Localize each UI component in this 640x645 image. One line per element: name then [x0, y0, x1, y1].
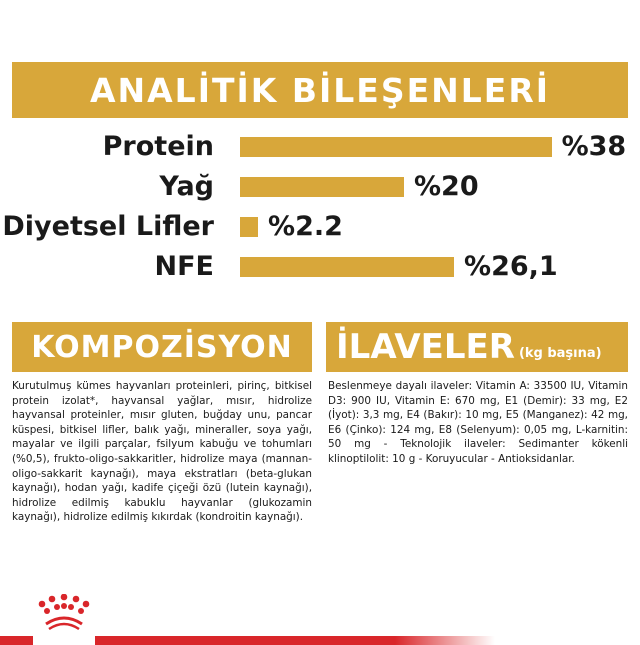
- analytics-label: Diyetsel Lifler: [2, 211, 214, 242]
- red-line-right: [95, 636, 495, 645]
- additives-heading: İLAVELER: [336, 327, 515, 367]
- composition-heading: KOMPOZİSYON: [12, 322, 312, 372]
- royal-canin-crown-icon: [38, 594, 90, 631]
- analytics-row-nfe: NFE %26,1: [0, 250, 640, 284]
- composition-text: Kurutulmuş kümes hayvanları proteinleri,…: [12, 380, 312, 524]
- additives-text: Beslenmeye dayalı ilaveler: Vitamin A: 3…: [328, 380, 628, 465]
- analytics-bar: [240, 257, 455, 277]
- analytics-row-fat: Yağ %20: [0, 170, 640, 204]
- analytics-value: %26,1: [464, 251, 558, 282]
- analytics-bar: [240, 177, 404, 197]
- analytics-label: NFE: [154, 251, 214, 282]
- analytics-row-fiber: Diyetsel Lifler %2.2: [0, 210, 640, 244]
- additives-heading-banner: İLAVELER (kg başına): [326, 322, 628, 372]
- analytics-row-protein: Protein %38: [0, 130, 640, 164]
- additives-subheading: (kg başına): [518, 345, 602, 361]
- analytics-bar: [240, 137, 552, 157]
- analytics-value: %38: [561, 131, 627, 162]
- red-line-left: [0, 636, 33, 645]
- analytics-value: %20: [414, 171, 479, 202]
- analytics-label: Yağ: [159, 171, 214, 202]
- brand-footer: [0, 594, 640, 645]
- analytics-value: %2.2: [268, 211, 343, 242]
- analytics-title-banner: ANALİTİK BİLEŞENLERİ: [12, 62, 628, 118]
- analytics-label: Protein: [102, 131, 214, 162]
- analytics-bar: [240, 217, 259, 237]
